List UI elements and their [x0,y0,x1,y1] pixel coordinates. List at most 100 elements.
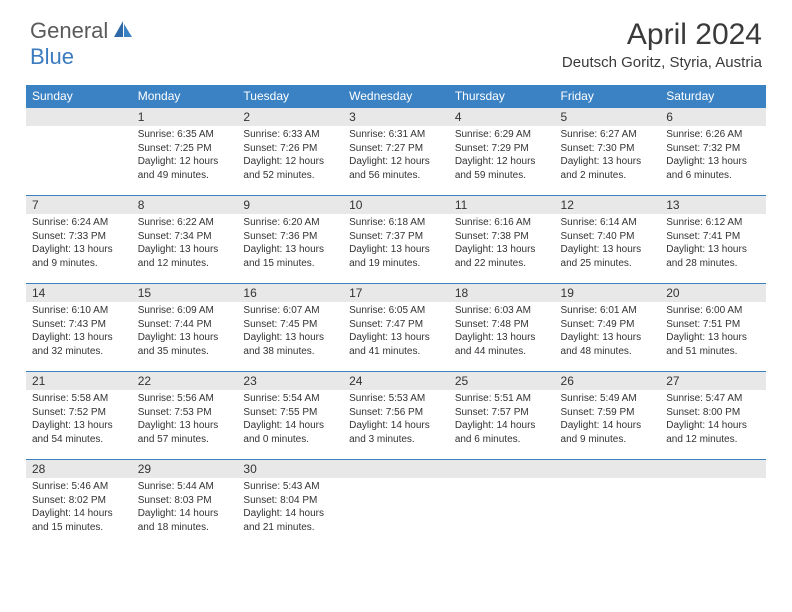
day-info: Sunrise: 5:53 AMSunset: 7:56 PMDaylight:… [343,390,449,450]
daylight-text-1: Daylight: 13 hours [666,332,747,343]
daylight-text-1: Daylight: 14 hours [32,508,113,519]
day-number: 7 [26,196,132,214]
daylight-text-1: Daylight: 14 hours [138,508,219,519]
day-number: 12 [555,196,661,214]
calendar-cell: 19Sunrise: 6:01 AMSunset: 7:49 PMDayligh… [555,284,661,372]
day-info: Sunrise: 6:12 AMSunset: 7:41 PMDaylight:… [660,214,766,274]
daylight-text-1: Daylight: 12 hours [455,156,536,167]
daylight-text-2: and 38 minutes. [243,346,314,357]
day-info: Sunrise: 6:03 AMSunset: 7:48 PMDaylight:… [449,302,555,362]
daylight-text-1: Daylight: 13 hours [138,244,219,255]
sunset-text: Sunset: 7:45 PM [243,319,317,330]
day-info: Sunrise: 5:51 AMSunset: 7:57 PMDaylight:… [449,390,555,450]
sunrise-text: Sunrise: 5:44 AM [138,481,214,492]
sunset-text: Sunset: 7:41 PM [666,231,740,242]
day-number: 29 [132,460,238,478]
calendar-cell: 9 Sunrise: 6:20 AM Sunset: 7:36 PM Daylight… [237,196,343,284]
sunrise-text: Sunrise: 5:58 AM [32,393,108,404]
day-number: 14 [26,284,132,302]
calendar-cell: 4Sunrise: 6:29 AMSunset: 7:29 PMDaylight… [449,108,555,196]
sunrise-text: Sunrise: 6:35 AM [138,129,214,140]
sunrise-text: Sunrise: 6:03 AM [455,305,531,316]
daylight-text-2: and 35 minutes. [138,346,209,357]
daylight-text-2: and 22 minutes. [455,258,526,269]
sunrise-text: Sunrise: 6:31 AM [349,129,425,140]
sunrise-text: Sunrise: 5:47 AM [666,393,742,404]
day-info: Sunrise: 6:10 AMSunset: 7:43 PMDaylight:… [26,302,132,362]
title-block: April 2024 Deutsch Goritz, Styria, Austr… [562,18,762,71]
daylight-text-2: and 56 minutes. [349,170,420,181]
daylight-text-1: Daylight: 13 hours [243,244,324,255]
day-number: 9 [237,196,343,214]
daylight-text-2: and 59 minutes. [455,170,526,181]
weekday-header: Tuesday [237,85,343,108]
daylight-text-2: and 41 minutes. [349,346,420,357]
daylight-text-2: and 49 minutes. [138,170,209,181]
sunrise-text: Sunrise: 6:20 AM [243,217,319,228]
sunset-text: Sunset: 8:00 PM [666,407,740,418]
daylight-text-2: and 6 minutes. [666,170,732,181]
sunrise-text: Sunrise: 5:53 AM [349,393,425,404]
daylight-text-1: Daylight: 13 hours [32,332,113,343]
day-number: 15 [132,284,238,302]
calendar-cell: 26Sunrise: 5:49 AMSunset: 7:59 PMDayligh… [555,372,661,460]
calendar-cell [343,460,449,548]
day-info: Sunrise: 6:27 AMSunset: 7:30 PMDaylight:… [555,126,661,186]
daylight-text-2: and 32 minutes. [32,346,103,357]
daylight-text-1: Daylight: 14 hours [561,420,642,431]
daylight-text-2: and 3 minutes. [349,434,415,445]
calendar-week: 14Sunrise: 6:10 AMSunset: 7:43 PMDayligh… [26,284,766,372]
sunset-text: Sunset: 8:03 PM [138,495,212,506]
day-info: Sunrise: 6:18 AMSunset: 7:37 PMDaylight:… [343,214,449,274]
day-info: Sunrise: 6:16 AMSunset: 7:38 PMDaylight:… [449,214,555,274]
day-info: Sunrise: 5:44 AM Sunset: 8:03 PM Daylight:… [132,478,238,538]
day-number: 18 [449,284,555,302]
day-number: 24 [343,372,449,390]
calendar-cell: 24Sunrise: 5:53 AMSunset: 7:56 PMDayligh… [343,372,449,460]
calendar-body: 1Sunrise: 6:35 AMSunset: 7:25 PMDaylight… [26,108,766,548]
sunrise-text: Sunrise: 5:49 AM [561,393,637,404]
calendar-cell: 23Sunrise: 5:54 AMSunset: 7:55 PMDayligh… [237,372,343,460]
day-info: Sunrise: 5:46 AMSunset: 8:02 PMDaylight:… [26,478,132,538]
daylight-text-2: and 12 minutes. [138,258,209,269]
month-title: April 2024 [562,18,762,52]
sunset-text: Sunset: 7:36 PM [243,231,317,242]
weekday-header: Friday [555,85,661,108]
weekday-row: SundayMondayTuesdayWednesdayThursdayFrid… [26,85,766,108]
sunrise-text: Sunrise: 6:01 AM [561,305,637,316]
day-number: 13 [660,196,766,214]
daylight-text-1: Daylight: 13 hours [561,332,642,343]
day-number: 25 [449,372,555,390]
logo: General [30,18,136,44]
daylight-text-1: Daylight: 14 hours [666,420,747,431]
daylight-text-1: Daylight: 13 hours [455,332,536,343]
calendar-table: SundayMondayTuesdayWednesdayThursdayFrid… [26,85,766,548]
sunrise-text: Sunrise: 6:12 AM [666,217,742,228]
calendar-cell: 28Sunrise: 5:46 AMSunset: 8:02 PMDayligh… [26,460,132,548]
calendar-cell: 15Sunrise: 6:09 AMSunset: 7:44 PMDayligh… [132,284,238,372]
daylight-text-2: and 9 minutes. [561,434,627,445]
daylight-text-2: and 9 minutes. [32,258,98,269]
sunrise-text: Sunrise: 5:56 AM [138,393,214,404]
calendar-week: 7Sunrise: 6:24 AMSunset: 7:33 PMDaylight… [26,196,766,284]
day-info: Sunrise: 5:47 AM Sunset: 8:00 PM Daylight:… [660,390,766,450]
sunset-text: Sunset: 7:29 PM [455,143,529,154]
sunset-text: Sunset: 7:37 PM [349,231,423,242]
calendar-cell: 30Sunrise: 5:43 AMSunset: 8:04 PMDayligh… [237,460,343,548]
day-number: 4 [449,108,555,126]
day-number: 23 [237,372,343,390]
weekday-header: Wednesday [343,85,449,108]
sunset-text: Sunset: 7:38 PM [455,231,529,242]
day-info: Sunrise: 6:00 AM Sunset: 7:51 PM Daylight:… [660,302,766,362]
sunset-text: Sunset: 7:56 PM [349,407,423,418]
calendar-cell: 25Sunrise: 5:51 AMSunset: 7:57 PMDayligh… [449,372,555,460]
sunset-text: Sunset: 7:51 PM [666,319,740,330]
day-number: 22 [132,372,238,390]
day-number: 16 [237,284,343,302]
sunset-text: Sunset: 8:04 PM [243,495,317,506]
day-info: Sunrise: 6:31 AMSunset: 7:27 PMDaylight:… [343,126,449,186]
sunrise-text: Sunrise: 6:00 AM [666,305,742,316]
daylight-text-2: and 0 minutes. [243,434,309,445]
day-info: Sunrise: 6:26 AMSunset: 7:32 PMDaylight:… [660,126,766,186]
daylight-text-1: Daylight: 13 hours [666,156,747,167]
